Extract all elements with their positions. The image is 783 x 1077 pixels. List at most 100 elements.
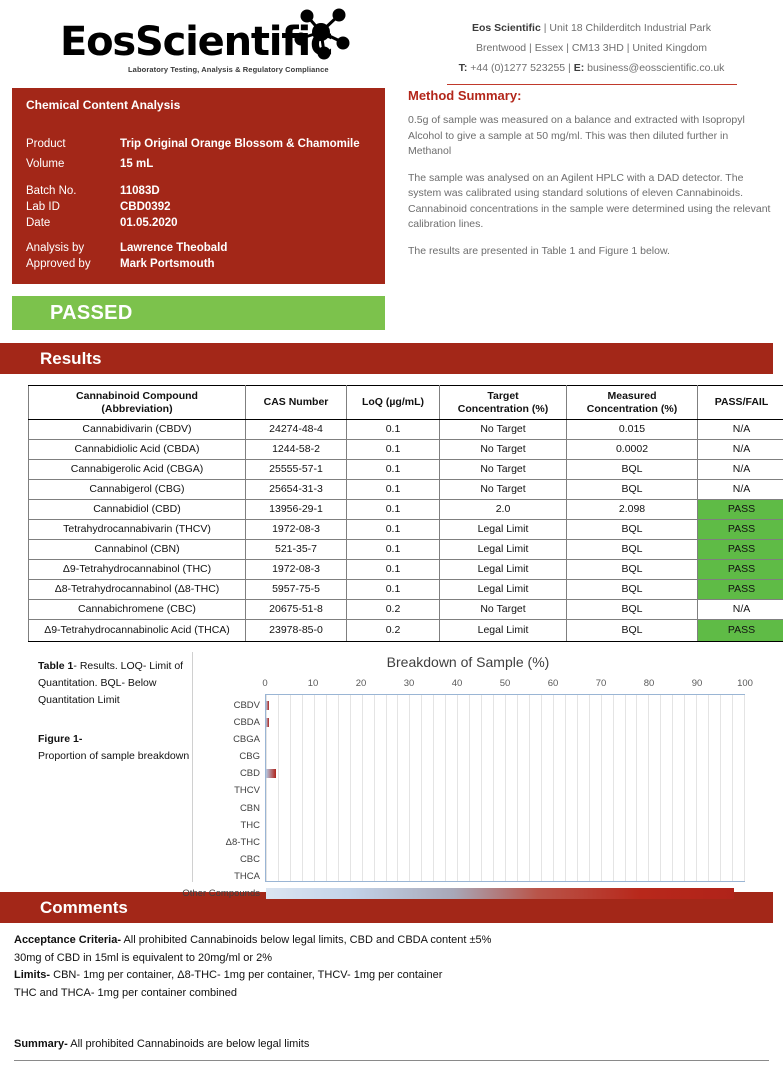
table-row: Cannabigerol (CBG) 25654-31-3 0.1 No Target… bbox=[28, 479, 783, 500]
cell-passfail: PASS bbox=[697, 519, 783, 540]
info-value: Trip Original Orange Blossom & Chamomile bbox=[120, 138, 360, 150]
figure-1-caption-label: Figure 1- bbox=[38, 733, 83, 745]
cell-compound: Cannabidiolic Acid (CBDA) bbox=[28, 439, 246, 460]
info-key: Date bbox=[26, 217, 51, 229]
cell-compound: Cannabidiol (CBD) bbox=[28, 499, 246, 520]
comment-line-text: 30mg of CBD in 15ml is equivalent to 20m… bbox=[14, 951, 273, 964]
gridline bbox=[552, 695, 554, 881]
card-title: Chemical Content Analysis bbox=[26, 98, 181, 112]
cell-cas: 25654-31-3 bbox=[245, 479, 347, 500]
chart-bar bbox=[266, 718, 269, 728]
cell-cas: 25555-57-1 bbox=[245, 459, 347, 480]
gridline bbox=[481, 695, 483, 881]
cell-measured: BQL bbox=[566, 519, 698, 540]
cell-loq: 0.1 bbox=[346, 419, 440, 440]
figure-area: Table 1- Results. LOQ- Limit of Quantita… bbox=[0, 642, 783, 899]
info-value: 15 mL bbox=[120, 158, 154, 170]
chart-category-row: Other Compounds bbox=[182, 885, 744, 902]
chart-category-row: CBD bbox=[240, 765, 744, 782]
col-header-compound-line2: (Abbreviation) bbox=[101, 402, 173, 415]
info-value: Mark Portsmouth bbox=[120, 258, 215, 270]
cell-target: Legal Limit bbox=[439, 519, 567, 540]
cell-cas: 20675-51-8 bbox=[245, 599, 347, 620]
x-axis-tick-label: 90 bbox=[691, 678, 703, 689]
comment-line: THC and THCA- 1mg per container combined bbox=[14, 985, 769, 1003]
contact-line-2: Brentwood | Essex | CM13 3HD | United Ki… bbox=[475, 42, 708, 54]
gridline bbox=[397, 695, 399, 881]
chart-body: 0 10 20 30 40 50 60 70 80 90 100 CBDV CBDA CBGA CBG CB… bbox=[182, 678, 783, 899]
info-value: 11083D bbox=[120, 185, 160, 197]
document-header: EosScientific Laboratory Testing, Analys… bbox=[0, 0, 783, 88]
col-header-compound: Cannabinoid Compound (Abbreviation) bbox=[28, 385, 246, 420]
molecule-icon bbox=[294, 8, 350, 60]
x-axis-tick-label: 10 bbox=[307, 678, 319, 689]
chart-category-row: CBN bbox=[240, 799, 744, 816]
gridline bbox=[325, 695, 327, 881]
gridline bbox=[361, 695, 363, 881]
gridline bbox=[313, 695, 315, 881]
cell-loq: 0.1 bbox=[346, 519, 440, 540]
cell-compound: Δ8-Tetrahydrocannabinol (Δ8-THC) bbox=[28, 579, 246, 600]
gridline bbox=[409, 695, 411, 881]
cell-target: Legal Limit bbox=[439, 619, 567, 642]
table-1-caption-text: - Results. LOQ- Limit of Quantitation. B… bbox=[38, 660, 184, 706]
gridline bbox=[516, 695, 518, 881]
gridline bbox=[457, 695, 459, 881]
info-row-approved-by: Approved by Mark Portsmouth bbox=[26, 256, 371, 272]
comment-line-label: Limits- bbox=[14, 969, 51, 981]
gridline bbox=[421, 695, 423, 881]
figure-1-caption-text: Proportion of sample breakdown bbox=[38, 750, 190, 762]
gridline bbox=[600, 695, 602, 881]
email-address[interactable]: business@eosscientific.co.uk bbox=[584, 62, 725, 74]
cell-passfail: PASS bbox=[697, 559, 783, 580]
cell-loq: 0.1 bbox=[346, 579, 440, 600]
x-axis-tick-label: 70 bbox=[595, 678, 607, 689]
comment-line: 30mg of CBD in 15ml is equivalent to 20m… bbox=[14, 950, 769, 968]
info-value: Lawrence Theobald bbox=[120, 242, 228, 254]
cell-measured: 0.0002 bbox=[566, 439, 698, 460]
gridline bbox=[564, 695, 566, 881]
x-axis-tick-label: 60 bbox=[547, 678, 559, 689]
x-axis-tick-label: 0 bbox=[262, 678, 268, 689]
gridline bbox=[624, 695, 626, 881]
cell-measured: BQL bbox=[566, 539, 698, 560]
figure-1-caption: Figure 1- Proportion of sample breakdown bbox=[38, 731, 192, 765]
gridline bbox=[445, 695, 447, 881]
chart-category-label: Δ8-THC bbox=[225, 836, 260, 848]
table-row: Tetrahydrocannabivarin (THCV) 1972-08-3 0.… bbox=[28, 519, 783, 540]
gridline bbox=[289, 695, 291, 881]
cell-target: Legal Limit bbox=[439, 579, 567, 600]
gridline bbox=[672, 695, 674, 881]
cell-compound: Cannabigerol (CBG) bbox=[28, 479, 246, 500]
phone-label: T: bbox=[458, 62, 468, 74]
table-row: Cannabinol (CBN) 521-35-7 0.1 Legal Limit BQ… bbox=[28, 539, 783, 560]
chart-category-label: CBC bbox=[239, 853, 260, 865]
x-axis-tick-label: 20 bbox=[355, 678, 367, 689]
cell-cas: 24274-48-4 bbox=[245, 419, 347, 440]
contact-details: Eos Scientific | Unit 18 Childerditch In… bbox=[400, 8, 783, 85]
chart-category-row: CBGA bbox=[233, 731, 744, 748]
x-axis-tick-label: 50 bbox=[499, 678, 511, 689]
gridline bbox=[576, 695, 578, 881]
x-axis-tick-label: 30 bbox=[403, 678, 415, 689]
table-head: Cannabinoid Compound (Abbreviation) CAS … bbox=[28, 385, 783, 420]
col-header-cas: CAS Number bbox=[245, 385, 347, 420]
chart-category-row: THCV bbox=[234, 782, 744, 799]
table-row: Cannabidivarin (CBDV) 24274-48-4 0.1 No Tar… bbox=[28, 419, 783, 440]
gridline bbox=[373, 695, 375, 881]
cell-compound: Cannabichromene (CBC) bbox=[28, 599, 246, 620]
gridline bbox=[636, 695, 638, 881]
gridline bbox=[349, 695, 351, 881]
info-row-batch-no: Batch No. 11083D bbox=[26, 183, 371, 199]
method-summary-title: Method Summary: bbox=[408, 88, 522, 103]
gridline bbox=[469, 695, 471, 881]
table-1-caption: Table 1- Results. LOQ- Limit of Quantita… bbox=[38, 658, 192, 709]
company-name: Eos Scientific bbox=[471, 22, 541, 34]
gridline bbox=[433, 695, 435, 881]
gridline bbox=[648, 695, 650, 881]
logo-wordmark: EosScientific bbox=[60, 19, 334, 65]
chart-category-label: Other Compounds bbox=[182, 887, 260, 899]
cell-compound: Δ9-Tetrahydrocannabinolic Acid (THCA) bbox=[28, 619, 246, 642]
spacer bbox=[26, 231, 371, 240]
